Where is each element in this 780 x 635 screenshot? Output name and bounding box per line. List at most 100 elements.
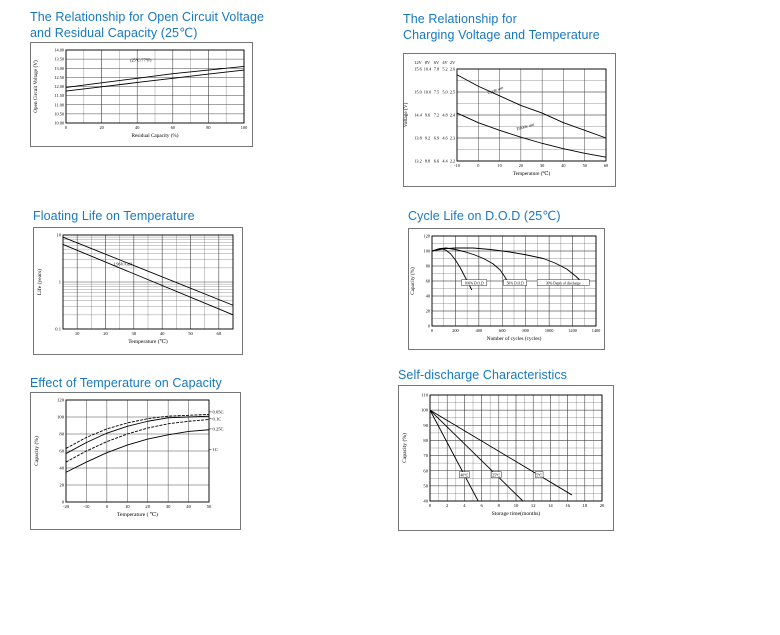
svg-text:40: 40	[135, 125, 139, 130]
svg-text:40: 40	[561, 163, 565, 168]
svg-text:Temperature ( ℃): Temperature ( ℃)	[117, 511, 158, 518]
svg-text:2.6: 2.6	[450, 67, 456, 72]
svg-text:10: 10	[56, 232, 61, 237]
svg-text:Residual Capacity (%): Residual Capacity (%)	[132, 132, 179, 139]
svg-text:12.50: 12.50	[54, 75, 64, 80]
svg-text:Trickle use: Trickle use	[515, 122, 534, 132]
svg-text:60: 60	[59, 448, 64, 453]
svg-text:Capacity (%): Capacity (%)	[33, 436, 40, 466]
svg-text:100% D.O.D: 100% D.O.D	[465, 281, 484, 285]
svg-text:6: 6	[480, 503, 483, 508]
svg-text:0.1: 0.1	[55, 326, 61, 331]
svg-text:600: 600	[499, 328, 505, 333]
svg-text:5.2: 5.2	[442, 67, 447, 72]
svg-text:2.5: 2.5	[450, 90, 455, 95]
svg-text:7.5: 7.5	[434, 90, 439, 95]
svg-text:8.8: 8.8	[425, 159, 430, 164]
svg-text:9.6: 9.6	[425, 113, 431, 118]
svg-text:7.2: 7.2	[434, 113, 439, 118]
svg-text:6.9: 6.9	[434, 136, 439, 141]
svg-text:50: 50	[583, 163, 587, 168]
svg-text:10.0: 10.0	[424, 90, 432, 95]
svg-text:80: 80	[59, 431, 64, 436]
effect-of-temperature-on-capacity-chart: -20 -10 0 10 20 30 40 50 0 20 40 60 80 100 120 0.05C 0.1…	[30, 391, 241, 530]
svg-text:10: 10	[514, 503, 519, 508]
svg-text:400: 400	[476, 328, 482, 333]
svg-text:0: 0	[477, 163, 479, 168]
svg-text:40: 40	[160, 331, 165, 336]
svg-text:80: 80	[206, 125, 210, 130]
svg-text:11.50: 11.50	[54, 93, 64, 98]
svg-text:50: 50	[207, 504, 212, 509]
svg-text:Open Circuit Voltage (V): Open Circuit Voltage (V)	[32, 60, 39, 113]
svg-text:70: 70	[423, 453, 428, 458]
svg-text:20: 20	[99, 125, 103, 130]
svg-text:10: 10	[75, 331, 80, 336]
ocv-vs-residual-capacity-chart: 0 20 40 60 80 100 10.00 10.50 11.00 11.50 12.00 12.…	[30, 42, 253, 148]
svg-text:80: 80	[426, 263, 430, 268]
self-discharge-characteristics-chart: 0 2 4 6 8 10 12 14 16 18 20 40 50 60 70 80 90 100 110 40℃ 25…	[398, 384, 614, 531]
cycle-life-on-dod-chart: 0 200 400 600 800 1000 1200 1400 0 20 40 60 80 100 120…	[408, 227, 605, 350]
panel-cycle-life-on-dod: Cycle Life on D.O.D (25℃) 0 200 400 600 800 1…	[408, 209, 698, 350]
svg-text:10.00: 10.00	[54, 121, 64, 126]
svg-text:13.50: 13.50	[54, 57, 64, 62]
svg-text:30% Depth of discharge: 30% Depth of discharge	[546, 281, 581, 285]
svg-text:Storage time(months): Storage time(months)	[492, 510, 541, 517]
svg-text:20: 20	[145, 504, 150, 509]
svg-text:100: 100	[241, 125, 247, 130]
svg-text:14: 14	[548, 503, 553, 508]
svg-text:Cycle use: Cycle use	[487, 85, 504, 95]
cycle-life-chart-title: Cycle Life on D.O.D (25℃)	[408, 209, 561, 223]
svg-text:800: 800	[522, 328, 528, 333]
svg-text:5℃: 5℃	[536, 473, 543, 477]
svg-text:Capacity (%): Capacity (%)	[409, 267, 416, 295]
svg-text:60: 60	[423, 468, 428, 473]
svg-text:40: 40	[426, 293, 430, 298]
svg-text:15.0: 15.0	[414, 90, 422, 95]
svg-text:0: 0	[106, 504, 109, 509]
temperature-capacity-chart-title: Effect of Temperature on Capacity	[30, 376, 222, 390]
panel-self-discharge: Self-discharge Characteristics 0 2 4 6 8 10 12…	[398, 368, 688, 531]
svg-text:100: 100	[424, 248, 430, 253]
svg-text:14.4: 14.4	[414, 113, 422, 118]
svg-text:Temperature (℃): Temperature (℃)	[128, 338, 168, 345]
svg-text:110: 110	[421, 392, 428, 397]
svg-text:20: 20	[103, 331, 108, 336]
svg-text:50: 50	[188, 331, 193, 336]
svg-text:50% D.O.D: 50% D.O.D	[507, 281, 524, 285]
svg-text:30: 30	[132, 331, 137, 336]
svg-text:40℃: 40℃	[460, 473, 469, 477]
svg-text:Temperature (℃): Temperature (℃)	[513, 170, 551, 177]
svg-text:20: 20	[426, 308, 430, 313]
svg-text:12V: 12V	[414, 60, 422, 65]
svg-text:11.00: 11.00	[54, 103, 64, 108]
svg-text:-10: -10	[83, 504, 90, 509]
svg-text:4: 4	[463, 503, 466, 508]
svg-text:0: 0	[65, 125, 67, 130]
svg-text:2V: 2V	[450, 60, 456, 65]
svg-text:50: 50	[423, 483, 428, 488]
self-discharge-chart-title: Self-discharge Characteristics	[398, 368, 568, 382]
svg-text:30: 30	[540, 163, 544, 168]
svg-text:0.05C: 0.05C	[213, 409, 224, 414]
charging-voltage-chart-title: The Relationship for Charging Voltage an…	[403, 12, 600, 42]
svg-text:13.00: 13.00	[54, 66, 64, 71]
svg-text:10: 10	[497, 163, 501, 168]
svg-text:18: 18	[583, 503, 588, 508]
svg-text:0: 0	[429, 503, 432, 508]
svg-text:2.4: 2.4	[450, 113, 456, 118]
svg-text:200: 200	[452, 328, 458, 333]
svg-text:2: 2	[446, 503, 449, 508]
svg-text:20: 20	[600, 503, 605, 508]
svg-text:40: 40	[423, 498, 428, 503]
svg-text:2.2: 2.2	[450, 159, 455, 164]
svg-text:14.00: 14.00	[54, 48, 64, 53]
svg-text:4.6: 4.6	[442, 136, 448, 141]
svg-text:8: 8	[498, 503, 501, 508]
svg-text:12: 12	[531, 503, 536, 508]
svg-text:15.6: 15.6	[414, 67, 422, 72]
svg-text:100: 100	[57, 414, 65, 419]
svg-text:100: 100	[421, 407, 429, 412]
svg-text:0: 0	[431, 328, 433, 333]
